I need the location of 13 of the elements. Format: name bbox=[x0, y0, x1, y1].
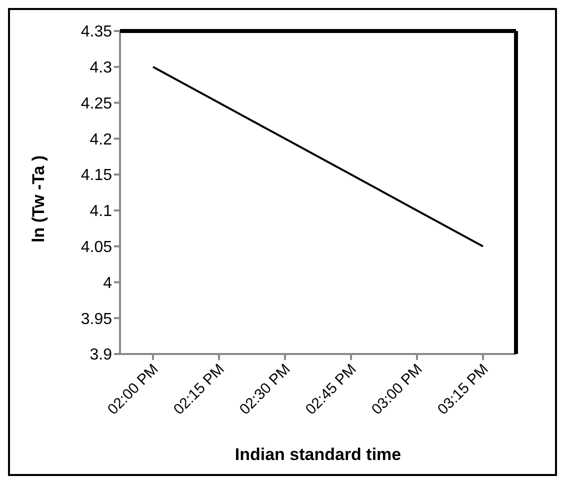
y-tick-label: 4.05 bbox=[80, 239, 112, 256]
line-series bbox=[152, 66, 484, 248]
y-tick-label: 4.35 bbox=[80, 24, 112, 41]
y-tick-label: 4.1 bbox=[90, 203, 112, 220]
y-tick-label: 4.15 bbox=[80, 167, 112, 184]
y-tick-label: 4.3 bbox=[90, 60, 112, 77]
y-tick-label: 4.2 bbox=[90, 131, 112, 148]
y-tick-label: 3.95 bbox=[80, 310, 112, 328]
y-tick-label: 4.25 bbox=[80, 95, 112, 112]
x-axis-title: Indian standard time bbox=[234, 445, 402, 464]
y-tick-label: 4 bbox=[103, 274, 112, 292]
y-tick-label: 3.9 bbox=[90, 346, 112, 364]
y-axis-title: ln (Tw -Ta ) bbox=[29, 155, 48, 242]
